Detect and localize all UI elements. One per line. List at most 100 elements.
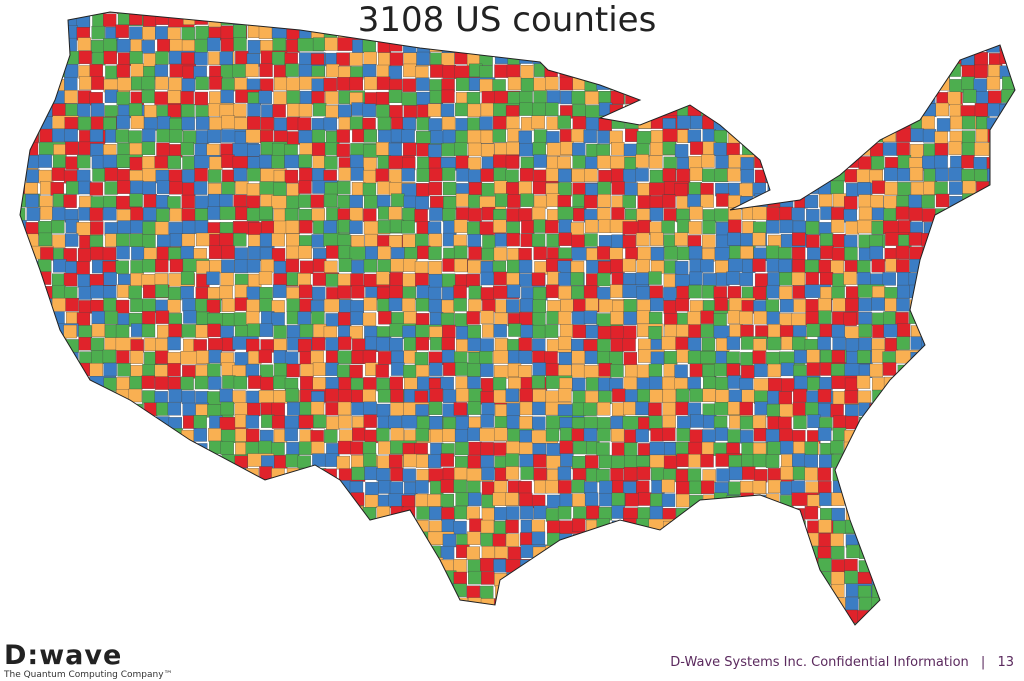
county <box>363 453 377 467</box>
county <box>37 64 52 78</box>
county <box>793 65 807 80</box>
county <box>1013 129 1015 143</box>
county <box>637 533 651 548</box>
county <box>519 401 534 416</box>
county <box>817 336 831 351</box>
county <box>389 481 404 495</box>
county <box>143 531 157 545</box>
county <box>519 492 533 507</box>
county <box>557 115 571 129</box>
county <box>897 66 912 80</box>
county <box>612 558 626 572</box>
county <box>20 429 27 444</box>
county <box>467 337 481 352</box>
county <box>871 466 885 481</box>
county <box>20 571 28 586</box>
county <box>598 52 613 66</box>
county <box>298 284 313 299</box>
county <box>585 156 599 170</box>
county <box>78 300 93 314</box>
county <box>194 467 208 481</box>
county <box>207 287 221 301</box>
county <box>677 157 691 171</box>
county <box>908 388 922 402</box>
county <box>986 273 1000 288</box>
county <box>20 323 27 338</box>
county <box>105 584 132 599</box>
county <box>805 402 819 416</box>
county <box>506 415 521 429</box>
county <box>338 415 352 429</box>
county <box>752 480 767 494</box>
county <box>402 468 416 482</box>
county <box>818 533 832 547</box>
county <box>299 298 313 312</box>
county <box>922 442 937 457</box>
county <box>766 636 792 640</box>
county <box>103 454 117 468</box>
county <box>963 402 977 416</box>
county <box>792 623 806 625</box>
county <box>246 557 273 571</box>
county <box>596 622 611 625</box>
county <box>559 324 574 338</box>
county <box>948 391 962 405</box>
county <box>742 103 756 118</box>
county <box>533 77 547 91</box>
county <box>350 611 364 625</box>
county <box>154 376 169 390</box>
county <box>675 298 689 312</box>
county <box>271 492 285 507</box>
county <box>596 518 610 532</box>
county <box>430 638 443 640</box>
county <box>103 13 117 27</box>
county <box>130 493 144 507</box>
county <box>131 246 145 260</box>
county <box>623 352 638 366</box>
county <box>519 168 534 182</box>
county <box>349 481 364 495</box>
county <box>755 558 769 572</box>
county <box>168 247 182 261</box>
county <box>779 519 793 533</box>
county <box>1 455 14 468</box>
county <box>701 507 728 521</box>
county <box>858 298 872 312</box>
county <box>961 234 988 248</box>
county <box>441 52 455 67</box>
county <box>468 570 482 585</box>
county <box>505 388 519 402</box>
county <box>779 206 794 221</box>
county <box>141 456 155 470</box>
county <box>558 571 573 586</box>
county <box>480 310 494 324</box>
county <box>414 261 429 275</box>
county <box>870 638 883 640</box>
county <box>596 442 610 456</box>
county <box>312 453 326 467</box>
county <box>468 299 482 313</box>
county <box>506 284 521 298</box>
county <box>845 90 859 104</box>
county <box>90 481 105 496</box>
county <box>167 90 181 104</box>
county <box>377 570 392 584</box>
county <box>325 544 339 559</box>
county <box>207 363 221 377</box>
county <box>505 453 519 467</box>
county <box>923 571 950 585</box>
county <box>922 610 949 625</box>
county <box>778 586 793 600</box>
county <box>819 323 834 338</box>
county <box>974 558 1001 572</box>
county <box>377 181 391 195</box>
county <box>674 144 689 158</box>
county <box>557 39 571 53</box>
county <box>363 259 378 273</box>
county <box>545 102 559 116</box>
county <box>26 416 41 430</box>
county <box>27 520 54 534</box>
county <box>208 169 222 183</box>
county <box>182 156 196 170</box>
county <box>259 63 273 77</box>
